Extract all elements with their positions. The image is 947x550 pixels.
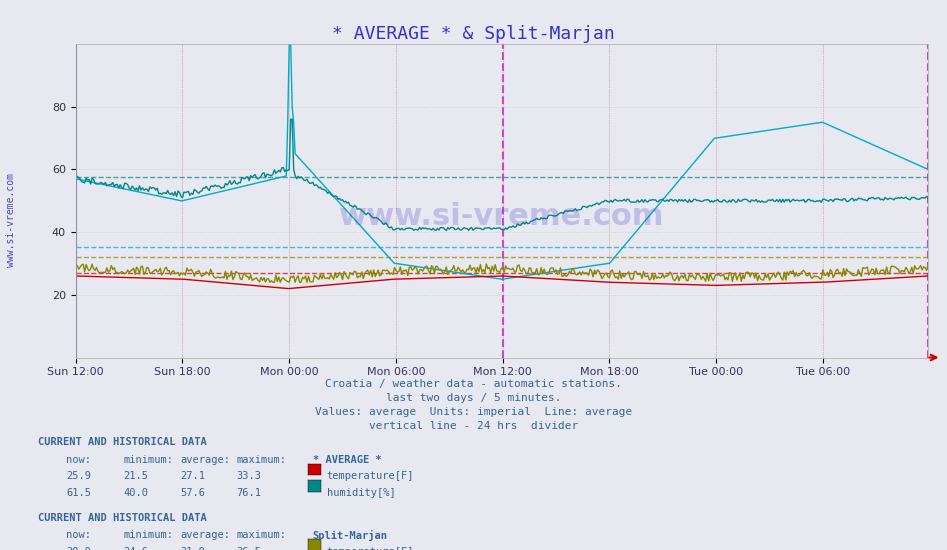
Text: www.si-vreme.com: www.si-vreme.com	[7, 173, 16, 267]
Text: last two days / 5 minutes.: last two days / 5 minutes.	[385, 393, 562, 403]
Text: Croatia / weather data - automatic stations.: Croatia / weather data - automatic stati…	[325, 379, 622, 389]
Text: 61.5: 61.5	[66, 488, 91, 498]
Text: 21.5: 21.5	[123, 471, 148, 481]
Text: temperature[F]: temperature[F]	[327, 547, 414, 550]
Text: maximum:: maximum:	[237, 530, 287, 540]
Text: CURRENT AND HISTORICAL DATA: CURRENT AND HISTORICAL DATA	[38, 437, 206, 447]
Text: humidity[%]: humidity[%]	[327, 488, 396, 498]
Text: 36.5: 36.5	[237, 547, 261, 550]
Text: 76.1: 76.1	[237, 488, 261, 498]
Text: Split-Marjan: Split-Marjan	[313, 530, 387, 541]
Text: * AVERAGE *: * AVERAGE *	[313, 455, 382, 465]
Text: 24.6: 24.6	[123, 547, 148, 550]
Text: * AVERAGE * & Split-Marjan: * AVERAGE * & Split-Marjan	[332, 25, 615, 43]
Text: temperature[F]: temperature[F]	[327, 471, 414, 481]
Text: 40.0: 40.0	[123, 488, 148, 498]
Text: 31.9: 31.9	[180, 547, 205, 550]
Text: minimum:: minimum:	[123, 455, 173, 465]
Text: vertical line - 24 hrs  divider: vertical line - 24 hrs divider	[369, 421, 578, 431]
Text: 57.6: 57.6	[180, 488, 205, 498]
Text: average:: average:	[180, 455, 230, 465]
Text: www.si-vreme.com: www.si-vreme.com	[339, 202, 665, 231]
Text: now:: now:	[66, 530, 91, 540]
Text: minimum:: minimum:	[123, 530, 173, 540]
Text: now:: now:	[66, 455, 91, 465]
Text: maximum:: maximum:	[237, 455, 287, 465]
Text: average:: average:	[180, 530, 230, 540]
Text: CURRENT AND HISTORICAL DATA: CURRENT AND HISTORICAL DATA	[38, 513, 206, 522]
Text: 33.3: 33.3	[237, 471, 261, 481]
Text: 27.1: 27.1	[180, 471, 205, 481]
Text: 25.9: 25.9	[66, 471, 91, 481]
Text: Values: average  Units: imperial  Line: average: Values: average Units: imperial Line: av…	[314, 407, 633, 417]
Text: 30.0: 30.0	[66, 547, 91, 550]
